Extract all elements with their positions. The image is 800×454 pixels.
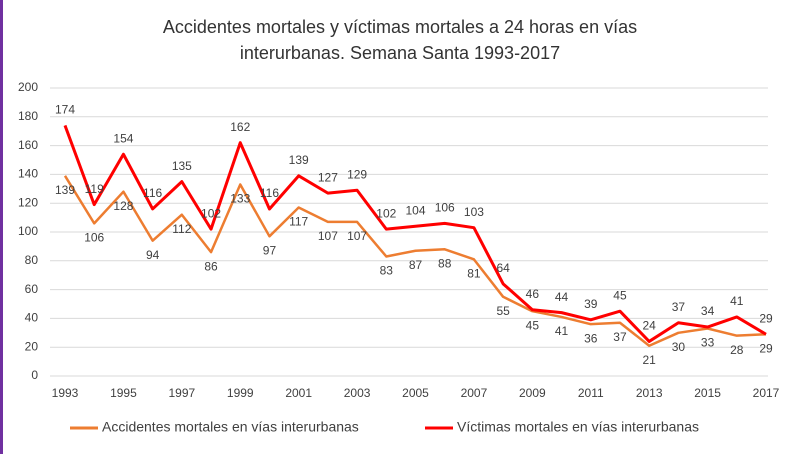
data-label: 127 — [318, 170, 338, 184]
data-label: 39 — [584, 297, 598, 311]
data-label: 133 — [230, 192, 250, 206]
data-label: 83 — [380, 264, 394, 278]
x-tick-label: 2007 — [461, 386, 488, 400]
chart-title: Accidentes mortales y víctimas mortales … — [162, 17, 638, 63]
data-label: 94 — [146, 248, 160, 262]
y-tick-label: 180 — [18, 109, 38, 123]
data-label: 64 — [496, 261, 510, 275]
data-label: 139 — [55, 183, 75, 197]
data-label: 41 — [730, 294, 744, 308]
y-tick-label: 160 — [18, 138, 38, 152]
x-tick-label: 2003 — [344, 386, 371, 400]
data-label: 45 — [526, 318, 540, 332]
x-tick-label: 2015 — [694, 386, 721, 400]
data-label: 44 — [555, 290, 569, 304]
x-tick-label: 2013 — [636, 386, 663, 400]
data-label: 29 — [759, 311, 773, 325]
data-label: 106 — [435, 201, 455, 215]
series-line — [63, 124, 767, 343]
data-label: 103 — [464, 205, 484, 219]
x-tick-label: 2009 — [519, 386, 546, 400]
x-tick-label: 1997 — [168, 386, 195, 400]
data-label: 33 — [701, 336, 715, 350]
data-label: 37 — [613, 330, 627, 344]
y-tick-label: 60 — [25, 282, 39, 296]
data-label: 116 — [143, 186, 162, 200]
y-tick-label: 80 — [25, 253, 39, 267]
data-label: 128 — [113, 199, 133, 213]
data-label: 41 — [555, 324, 569, 338]
y-tick-label: 0 — [31, 368, 38, 382]
data-label: 34 — [701, 304, 715, 318]
x-tick-label: 2011 — [578, 386, 604, 400]
data-label: 28 — [730, 343, 744, 357]
series-line — [63, 175, 767, 348]
data-label: 129 — [347, 167, 367, 181]
data-label: 37 — [672, 300, 686, 314]
y-tick-label: 100 — [18, 224, 38, 238]
x-tick-label: 2005 — [402, 386, 429, 400]
data-label: 154 — [113, 131, 133, 145]
data-label: 117 — [289, 215, 308, 229]
y-tick-label: 200 — [18, 80, 38, 94]
data-label: 102 — [376, 206, 396, 220]
data-label: 97 — [263, 243, 277, 257]
data-label: 81 — [467, 267, 481, 281]
data-label: 30 — [672, 340, 686, 354]
data-label: 24 — [642, 319, 656, 333]
data-label: 112 — [172, 222, 191, 236]
data-label: 21 — [642, 353, 656, 367]
data-label: 29 — [759, 341, 773, 355]
data-label: 174 — [55, 103, 75, 117]
y-tick-label: 120 — [18, 195, 38, 209]
data-label: 139 — [289, 153, 309, 167]
y-tick-label: 40 — [25, 311, 39, 325]
x-tick-label: 2017 — [753, 386, 780, 400]
data-label: 86 — [204, 259, 218, 273]
data-label: 45 — [613, 288, 627, 302]
x-tick-label: 1993 — [52, 386, 79, 400]
data-label: 162 — [230, 120, 250, 134]
y-tick-label: 20 — [25, 339, 39, 353]
data-label: 55 — [496, 304, 510, 318]
data-label: 36 — [584, 331, 598, 345]
data-label: 107 — [347, 229, 367, 243]
data-label: 107 — [318, 229, 338, 243]
data-label: 116 — [260, 186, 279, 200]
legend-text: Víctimas mortales en vías interurbanas — [457, 419, 699, 435]
data-label: 104 — [405, 203, 425, 217]
x-tick-label: 1995 — [110, 386, 137, 400]
data-label: 135 — [172, 159, 192, 173]
data-label: 88 — [438, 256, 452, 270]
x-tick-label: 2001 — [285, 386, 312, 400]
y-tick-label: 140 — [18, 167, 38, 181]
data-label: 102 — [201, 206, 221, 220]
data-label: 106 — [84, 231, 104, 245]
x-tick-label: 1999 — [227, 386, 254, 400]
data-label: 119 — [85, 182, 104, 196]
legend-text: Accidentes mortales en vías interurbanas — [102, 419, 359, 435]
data-label: 87 — [409, 258, 423, 272]
data-label: 46 — [526, 287, 540, 301]
